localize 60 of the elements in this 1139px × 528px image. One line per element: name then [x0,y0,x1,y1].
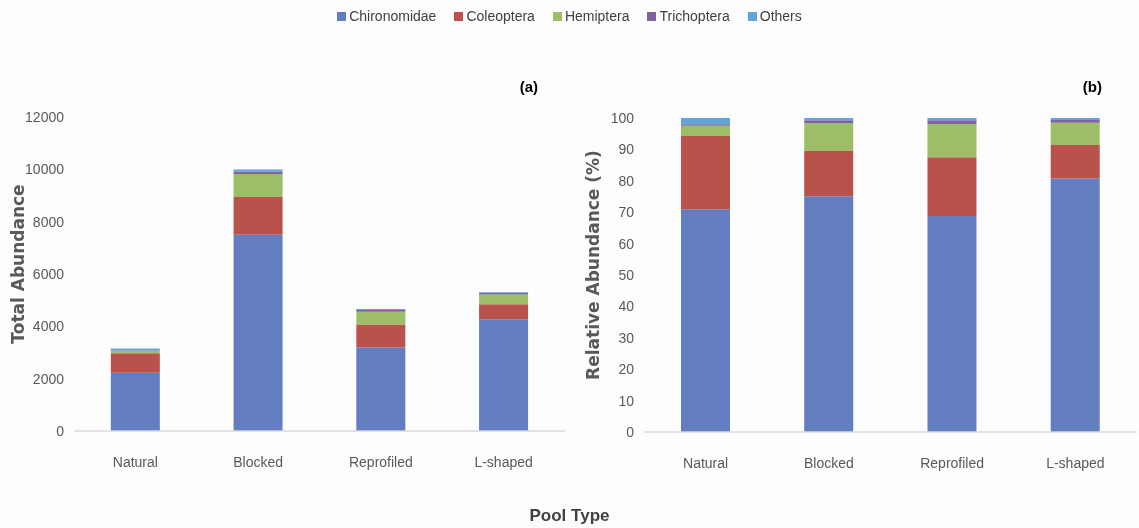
bar [479,304,529,320]
x-tick-label: Reprofiled [920,454,985,471]
bar [233,234,283,431]
y-tick-label: 50 [618,266,635,283]
x-axis-title: Pool Type [529,506,610,525]
legend-label: Chironomidae [349,8,437,24]
legend-label: Trichoptera [659,8,730,24]
y-tick-label: 60 [618,235,635,252]
bar [110,372,160,431]
y-tick-label: 6000 [32,265,65,282]
bar [1050,122,1100,145]
bar [927,123,977,158]
x-tick-label: Reprofiled [348,453,413,470]
legend-label: Others [759,8,802,24]
y-tick-label: 0 [626,423,635,440]
y-axis-title: Total Abundance [8,184,28,344]
bar [479,294,529,305]
legend-label: Hemiptera [564,8,630,24]
bar [479,319,529,431]
bar [110,353,160,373]
x-tick-label: Blocked [803,454,854,471]
bar [680,209,730,432]
x-tick-label: Natural [112,453,158,470]
y-tick-label: 2000 [32,370,65,387]
y-tick-label: 10000 [25,161,65,178]
y-axis-title: Relative Abundance (%) [583,150,603,380]
bar [1050,145,1100,179]
x-tick-label: Blocked [233,453,284,470]
bar [1050,178,1100,432]
bar [927,215,977,432]
y-tick-label: 100 [610,109,635,126]
y-tick-label: 0 [56,422,65,439]
y-tick-label: 90 [618,141,635,158]
y-tick-label: 12000 [25,108,65,125]
bar [233,197,283,235]
x-tick-label: L-shaped [1046,454,1105,471]
x-tick-label: L-shaped [474,453,533,470]
x-tick-label: Natural [683,454,729,471]
bar [233,174,283,198]
y-tick-label: 80 [618,172,635,189]
bar [804,123,854,151]
bar [356,324,406,348]
legend-label: Coleoptera [466,8,535,24]
bar [680,118,730,125]
y-tick-label: 30 [618,329,635,346]
bar [356,311,406,325]
chart-title: (a) [519,78,538,95]
bar [680,135,730,210]
bar [804,196,854,432]
bar [680,125,730,136]
y-tick-label: 4000 [32,318,65,335]
y-tick-label: 70 [618,204,635,221]
bar [804,150,854,197]
bar [927,157,977,216]
chart-title: (b) [1082,78,1102,95]
y-tick-label: 10 [618,392,635,409]
bar [356,347,406,431]
y-tick-label: 8000 [32,213,65,230]
y-tick-label: 40 [618,298,635,315]
y-tick-label: 20 [618,361,635,378]
